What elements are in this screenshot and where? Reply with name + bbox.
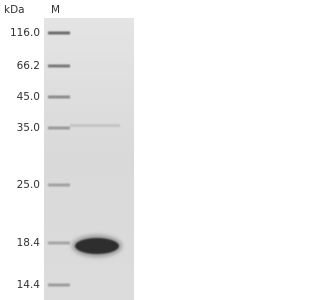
marker-band — [48, 95, 70, 99]
lane-label: M — [51, 4, 60, 16]
marker-band — [48, 64, 70, 68]
marker-band — [48, 241, 70, 245]
marker-label: 14.4 — [17, 279, 41, 291]
gel-image: kDa M 116.0 66.2 45.0 35.0 25.0 18.4 14.4 — [4, 4, 134, 300]
marker-label: 45.0 — [17, 91, 40, 103]
marker-band — [48, 183, 70, 187]
marker-label: 116.0 — [10, 27, 40, 39]
unit-label: kDa — [4, 4, 25, 16]
marker-band — [48, 283, 70, 287]
gel — [44, 18, 134, 300]
faint-band — [70, 124, 120, 127]
marker-band — [48, 31, 70, 35]
marker-labels: 116.0 66.2 45.0 35.0 25.0 18.4 14.4 — [10, 27, 40, 291]
protein-band — [75, 238, 119, 254]
marker-band — [48, 126, 70, 130]
marker-lane — [48, 31, 70, 287]
marker-label: 25.0 — [17, 179, 40, 191]
marker-label: 66.2 — [17, 60, 40, 72]
marker-label: 35.0 — [17, 122, 40, 134]
marker-label: 18.4 — [17, 237, 41, 249]
